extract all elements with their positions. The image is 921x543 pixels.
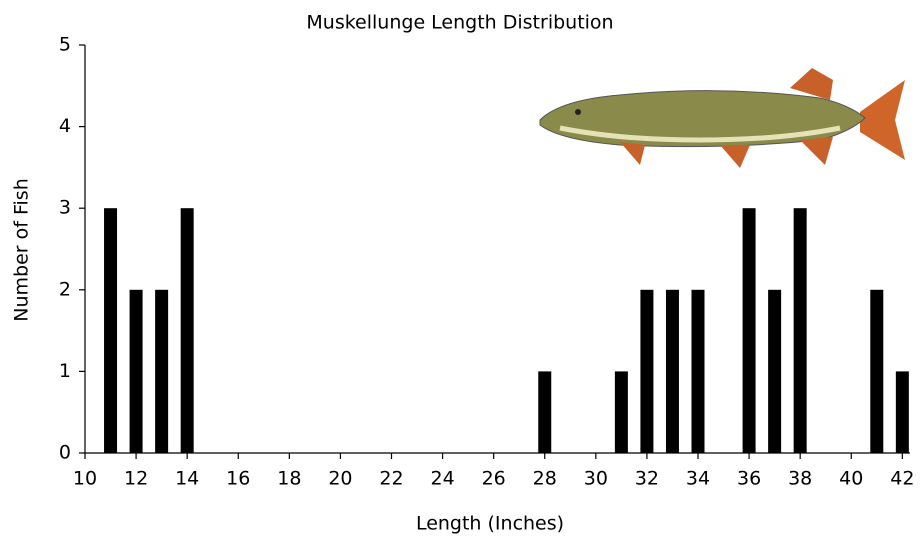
- y-tick-label: 2: [59, 278, 71, 300]
- x-tick-label: 38: [788, 468, 812, 490]
- x-axis-label: Length (Inches): [416, 513, 564, 535]
- bar: [640, 289, 654, 453]
- x-tick-label: 16: [226, 468, 250, 490]
- y-axis-label: Number of Fish: [11, 178, 33, 321]
- y-tick-label: 4: [59, 115, 71, 137]
- y-tick-label: 5: [59, 34, 71, 56]
- chart-title: Muskellunge Length Distribution: [306, 12, 613, 34]
- x-tick-label: 30: [584, 468, 608, 490]
- x-tick-label: 24: [430, 468, 454, 490]
- bar: [768, 289, 782, 453]
- y-tick-label: 3: [59, 197, 71, 219]
- bar: [614, 371, 628, 453]
- bar: [538, 371, 552, 453]
- x-tick-label: 26: [482, 468, 506, 490]
- x-tick-label: 14: [175, 468, 199, 490]
- x-tick-label: 10: [73, 468, 97, 490]
- x-tick-label: 22: [379, 468, 403, 490]
- bar: [104, 208, 118, 453]
- bar: [180, 208, 194, 453]
- x-tick-label: 42: [890, 468, 914, 490]
- bar: [665, 289, 679, 453]
- bar: [870, 289, 884, 453]
- x-tick-label: 18: [277, 468, 301, 490]
- x-tick-label: 28: [533, 468, 557, 490]
- bar: [793, 208, 807, 453]
- y-tick-label: 1: [59, 360, 71, 382]
- bar: [742, 208, 756, 453]
- x-tick-label: 20: [328, 468, 352, 490]
- bar: [895, 371, 909, 453]
- y-tick-label: 0: [59, 442, 71, 464]
- x-tick-label: 36: [737, 468, 761, 490]
- bar: [691, 289, 705, 453]
- x-tick-label: 12: [124, 468, 148, 490]
- x-tick-label: 32: [635, 468, 659, 490]
- bar: [129, 289, 143, 453]
- bar: [155, 289, 169, 453]
- fish-illustration: [539, 68, 905, 168]
- x-tick-label: 34: [686, 468, 710, 490]
- x-tick-label: 40: [839, 468, 863, 490]
